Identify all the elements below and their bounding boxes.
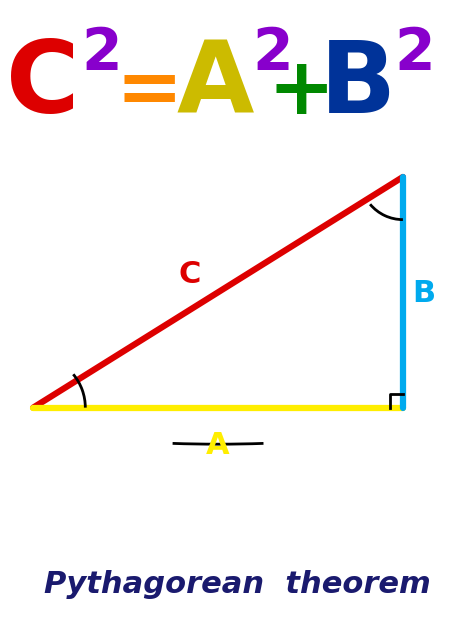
Text: A: A bbox=[206, 431, 230, 460]
Text: Pythagorean  theorem: Pythagorean theorem bbox=[44, 570, 430, 599]
Text: A: A bbox=[177, 37, 255, 134]
Text: +: + bbox=[267, 52, 335, 131]
Text: C: C bbox=[178, 260, 201, 289]
Text: B: B bbox=[320, 37, 396, 134]
Text: 2: 2 bbox=[82, 25, 122, 82]
Text: B: B bbox=[413, 279, 436, 308]
Text: C: C bbox=[6, 37, 79, 134]
Text: 2: 2 bbox=[394, 25, 435, 82]
Text: 2: 2 bbox=[252, 25, 293, 82]
Text: =: = bbox=[116, 52, 183, 131]
